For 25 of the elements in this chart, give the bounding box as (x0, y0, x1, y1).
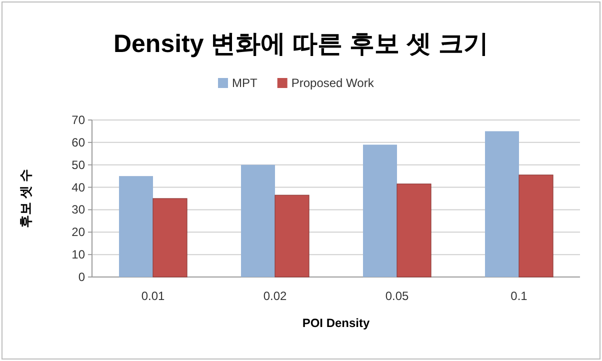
x-tick-label: 0.05 (385, 289, 409, 303)
y-tick-label: 70 (72, 113, 86, 127)
bar (518, 174, 554, 278)
bar (152, 198, 188, 278)
y-axis-title: 후보 셋 수 (18, 168, 33, 228)
y-tick-label: 0 (78, 270, 86, 284)
chart-title: Density 변화에 따른 후보 셋 크기 (113, 30, 489, 58)
bar (485, 131, 519, 277)
y-tick-label: 60 (72, 135, 86, 150)
x-tick-label: 0.02 (263, 289, 287, 303)
bar (274, 194, 310, 278)
y-tick-label: 10 (72, 248, 86, 262)
x-axis-title: POI Density (302, 316, 370, 330)
bar (119, 176, 153, 277)
x-tick-label: 0.1 (510, 289, 528, 303)
legend-label: Proposed Work (291, 76, 375, 90)
bar (396, 184, 432, 278)
bar (363, 144, 397, 277)
y-tick-label: 40 (72, 180, 86, 194)
bar (241, 164, 275, 277)
y-tick-label: 20 (72, 225, 86, 240)
legend-label: MPT (232, 76, 258, 90)
y-tick-label: 30 (72, 202, 86, 217)
x-tick-label: 0.01 (141, 289, 165, 303)
y-tick-label: 50 (72, 158, 86, 172)
